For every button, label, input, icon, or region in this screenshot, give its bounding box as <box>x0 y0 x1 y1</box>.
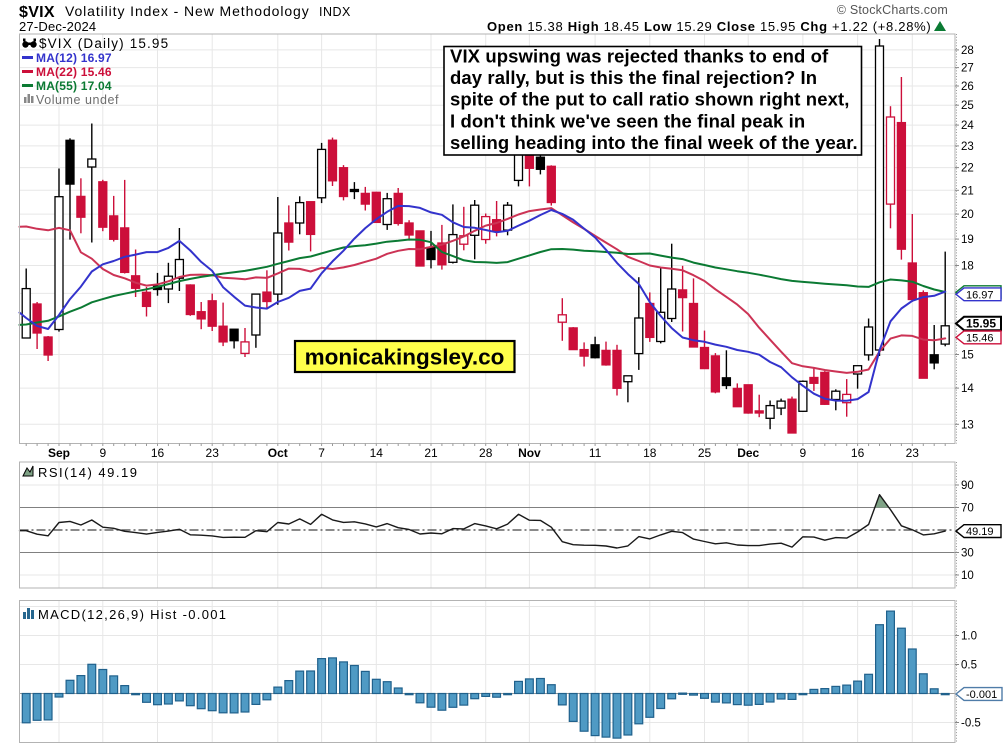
svg-text:Volatility Index - New Methodo: Volatility Index - New Methodology <box>65 3 310 19</box>
svg-text:INDX: INDX <box>319 5 351 19</box>
svg-text:Volume undef: Volume undef <box>36 93 119 107</box>
svg-text:9: 9 <box>800 446 807 460</box>
svg-text:19: 19 <box>961 234 974 246</box>
svg-text:25: 25 <box>698 446 712 460</box>
svg-text:$VIX: $VIX <box>19 4 55 21</box>
svg-text:27: 27 <box>961 63 974 75</box>
svg-text:MACD(12,26,9) Hist -0.001: MACD(12,26,9) Hist -0.001 <box>38 607 227 622</box>
svg-text:1.0: 1.0 <box>961 631 977 643</box>
svg-text:24: 24 <box>961 120 974 132</box>
svg-text:spite of the put to call ratio: spite of the put to call ratio shown rig… <box>450 89 849 110</box>
svg-text:Dec: Dec <box>737 446 759 460</box>
svg-text:day rally, but is this the fin: day rally, but is this the final rejecti… <box>450 67 817 88</box>
svg-text:monicakingsley.co: monicakingsley.co <box>305 345 505 370</box>
svg-text:23: 23 <box>906 446 920 460</box>
svg-text:22: 22 <box>961 163 974 175</box>
svg-text:28: 28 <box>961 45 974 57</box>
svg-text:$VIX (Daily) 15.95: $VIX (Daily) 15.95 <box>39 36 169 51</box>
svg-text:15.95: 15.95 <box>966 317 996 331</box>
svg-text:23: 23 <box>961 141 974 153</box>
svg-text:16.97: 16.97 <box>966 289 994 301</box>
svg-text:I don't think we've seen the f: I don't think we've seen the final peak … <box>450 110 805 131</box>
svg-text:14: 14 <box>961 383 974 395</box>
svg-text:16: 16 <box>151 446 165 460</box>
svg-text:VIX upswing was rejected thank: VIX upswing was rejected thanks to end o… <box>450 46 829 67</box>
svg-text:-0.001: -0.001 <box>966 689 997 701</box>
svg-text:70: 70 <box>961 503 974 515</box>
svg-text:90: 90 <box>961 480 974 492</box>
svg-text:7: 7 <box>318 446 325 460</box>
svg-text:Oct: Oct <box>268 446 288 460</box>
svg-text:-0.5: -0.5 <box>961 718 981 730</box>
svg-text:28: 28 <box>479 446 493 460</box>
svg-text:49.19: 49.19 <box>966 526 994 538</box>
svg-text:© StockCharts.com: © StockCharts.com <box>837 3 948 17</box>
svg-text:0.5: 0.5 <box>961 660 977 672</box>
svg-text:selling heading into the final: selling heading into the final week of t… <box>450 132 858 153</box>
svg-text:27-Dec-2024: 27-Dec-2024 <box>19 19 96 34</box>
svg-text:Open 15.38 High 18.45 Low 15.2: Open 15.38 High 18.45 Low 15.29 Close 15… <box>487 19 931 34</box>
svg-text:21: 21 <box>961 185 974 197</box>
svg-text:25: 25 <box>961 100 974 112</box>
svg-text:30: 30 <box>961 548 974 560</box>
svg-text:18: 18 <box>961 261 974 273</box>
svg-text:13: 13 <box>961 419 974 431</box>
svg-text:23: 23 <box>206 446 220 460</box>
svg-text:10: 10 <box>961 570 974 582</box>
svg-text:21: 21 <box>424 446 438 460</box>
svg-text:Sep: Sep <box>48 446 70 460</box>
svg-text:9: 9 <box>99 446 106 460</box>
svg-text:16: 16 <box>851 446 865 460</box>
svg-text:MA(12) 16.97: MA(12) 16.97 <box>36 51 112 65</box>
svg-text:RSI(14) 49.19: RSI(14) 49.19 <box>38 465 138 480</box>
svg-text:15.46: 15.46 <box>966 332 994 344</box>
svg-text:MA(22) 15.46: MA(22) 15.46 <box>36 65 112 79</box>
svg-text:14: 14 <box>370 446 384 460</box>
svg-text:18: 18 <box>643 446 657 460</box>
svg-text:26: 26 <box>961 81 974 93</box>
svg-text:MA(55) 17.04: MA(55) 17.04 <box>36 79 112 93</box>
svg-text:Nov: Nov <box>518 446 541 460</box>
svg-text:20: 20 <box>961 209 974 221</box>
svg-text:15: 15 <box>961 350 974 362</box>
svg-text:11: 11 <box>589 446 602 460</box>
